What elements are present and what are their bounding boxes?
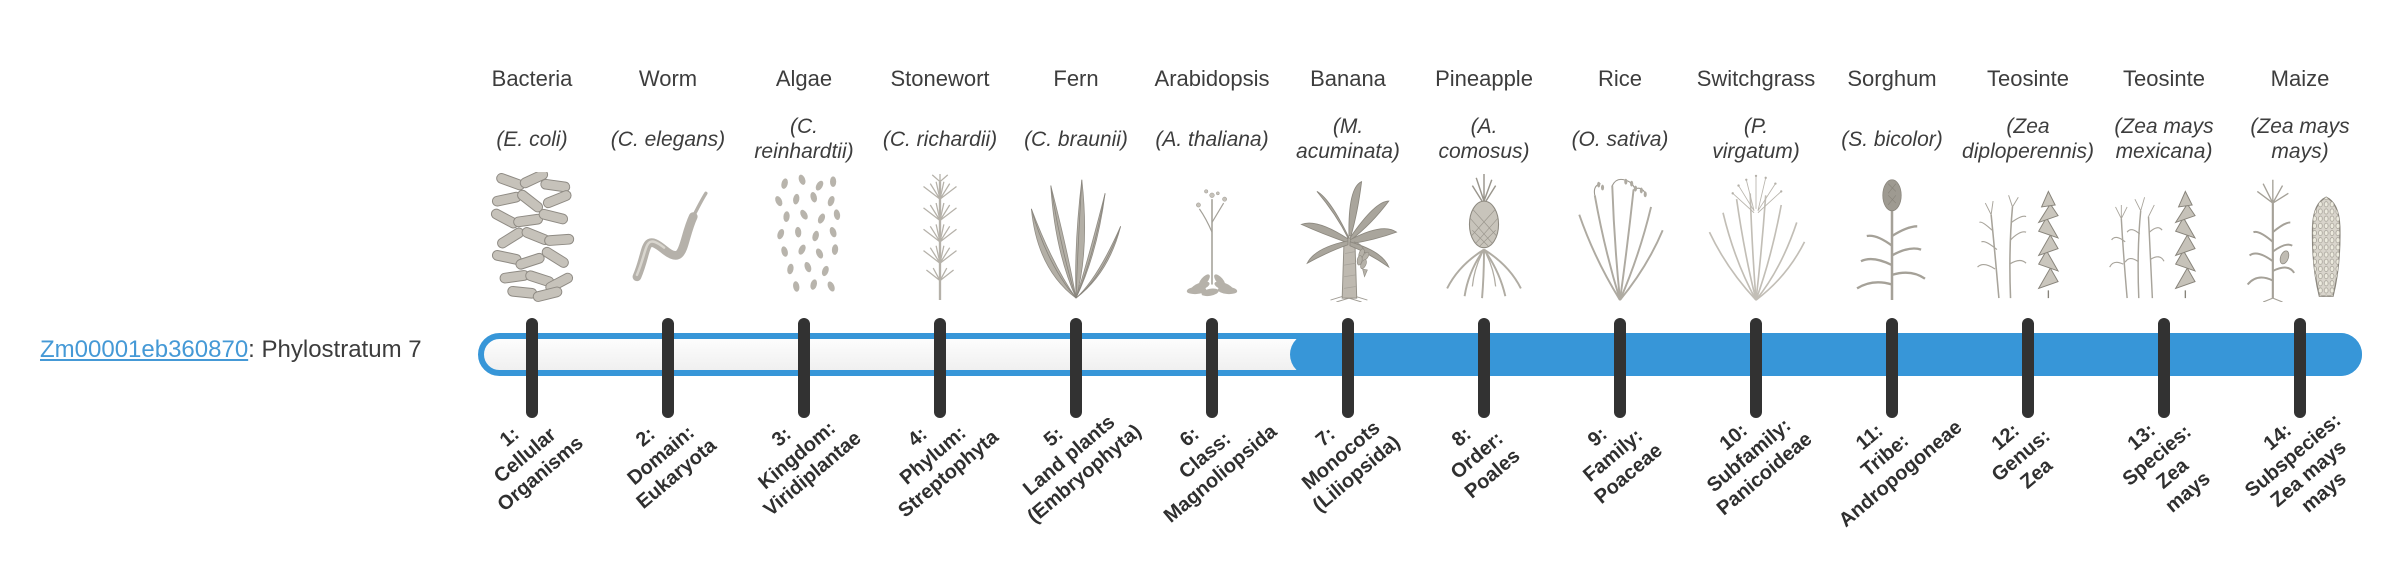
stratum-label: 4: Phylum: Streptophyta: [894, 421, 1003, 523]
timeline-tick: [1478, 318, 1490, 418]
timeline-tick: [798, 318, 810, 418]
organism-scientific-name: (Zea diploperennis): [1962, 115, 2094, 163]
timeline-tick: [1342, 318, 1354, 418]
timeline-tick: [2294, 318, 2306, 418]
organism-scientific-name: (Zea mays mexicana): [2114, 115, 2214, 163]
organism-column-4-stonewort: Stonewort (C. richardii) 4: Phylum: Stre…: [872, 0, 1008, 580]
stratum-label: 10: Subfamily: Panicoideae: [1702, 414, 1817, 520]
organism-name: Teosinte: [2123, 66, 2205, 91]
organism-scientific-name: (C. richardii): [882, 127, 998, 151]
algae-illustration: [773, 173, 841, 293]
organism-name: Switchgrass: [1696, 66, 1816, 91]
timeline-tick: [934, 318, 946, 418]
organism-name: Bacteria: [491, 66, 573, 91]
organism-column-2-worm: Worm (C. elegans) 2: Domain: Eukaryota: [600, 0, 736, 580]
organism-column-11-sorghum: Sorghum (S. bicolor) 11: Tribe: Andropog…: [1824, 0, 1967, 580]
organism-scientific-name: (M. acuminata): [1296, 115, 1400, 163]
timeline-fill: [1290, 333, 2362, 376]
banana-plant-illustration: [1300, 181, 1397, 302]
organism-column-5-fern: Fern (C. braunii) 5: Land plants (Embryo…: [1008, 0, 1146, 580]
organism-scientific-name: (S. bicolor): [1841, 127, 1943, 151]
organism-name: Worm: [638, 66, 698, 91]
organism-name: Pineapple: [1435, 66, 1533, 91]
fern-illustration: [1030, 179, 1122, 299]
maize-illustration: [2246, 178, 2341, 302]
stratum-label: 8: Order: Poales: [1446, 423, 1525, 504]
organism-name: Maize: [2270, 66, 2330, 91]
timeline-tick: [1886, 318, 1898, 418]
sorghum-illustration: [1855, 178, 1927, 302]
organism-name: Banana: [1310, 66, 1386, 91]
teosinte-mexicana-illustration: [2108, 190, 2196, 299]
stratum-label: 1: Cellular Organisms: [489, 423, 588, 516]
timeline-tick: [2158, 318, 2170, 418]
organism-column-12-teosinte: Teosinte (Zea diploperennis) 12: Genus: …: [1960, 0, 2096, 580]
stratum-label: 7: Monocots (Liliopsida): [1297, 416, 1405, 517]
timeline-tick: [526, 318, 538, 418]
organism-column-7-banana: Banana (M. acuminata) 7: Monocots (Lilio…: [1280, 0, 1416, 580]
bacteria-illustration: [489, 172, 575, 302]
stratum-label: 12: Genus: Zea: [1987, 419, 2057, 494]
stratum-label: 9: Family: Poaceae: [1579, 423, 1667, 509]
organism-name: Rice: [1597, 66, 1642, 91]
organism-scientific-name: (P. virgatum): [1712, 115, 1800, 163]
organism-column-10-switchgrass: Switchgrass (P. virgatum) 10: Subfamily:…: [1688, 0, 1824, 580]
organism-column-3-algae: Algae (C. reinhardtii) 3: Kingdom: Virid…: [736, 0, 872, 580]
teosinte-diploperennis-illustration: [1976, 190, 2059, 299]
gene-phylostratum-text: : Phylostratum 7: [248, 336, 422, 363]
pineapple-illustration: [1446, 172, 1522, 300]
organism-scientific-name: (E. coli): [496, 127, 568, 151]
organism-column-6-arabidopsis: Arabidopsis (A. thaliana) 6: Class: Magn…: [1144, 0, 1282, 580]
organism-column-9-rice: Rice (O. sativa) 9: Family: Poaceae: [1552, 0, 1688, 580]
timeline-tick: [662, 318, 674, 418]
rice-illustration: [1578, 177, 1664, 302]
organism-name: Algae: [775, 66, 833, 91]
organism-name: Arabidopsis: [1154, 66, 1270, 91]
stonewort-illustration: [922, 172, 958, 302]
stratum-label: 14: Subspecies: Zea mays mays: [2240, 409, 2351, 518]
organism-scientific-name: (A. thaliana): [1155, 127, 1269, 151]
organism-scientific-name: (C. reinhardtii): [754, 115, 854, 163]
organism-column-8-pineapple: Pineapple (A. comosus) 8: Order: Poales: [1416, 0, 1552, 580]
organism-name: Stonewort: [890, 66, 990, 91]
organism-name: Sorghum: [1847, 66, 1937, 91]
organism-name: Teosinte: [1987, 66, 2069, 91]
switchgrass-illustration: [1708, 173, 1806, 301]
organism-column-1-bacteria: Bacteria (E. coli) 1: Cellular Organisms: [464, 0, 600, 580]
organism-column-14-maize: Maize (Zea mays mays) 14: Subspecies: Ze…: [2232, 0, 2368, 580]
timeline-tick: [1750, 318, 1762, 418]
stratum-label: 2: Domain: Eukaryota: [623, 421, 721, 514]
organism-scientific-name: (A. comosus): [1438, 115, 1530, 163]
gene-label: Zm00001eb360870: Phylostratum 7: [40, 336, 422, 364]
timeline-tick: [1070, 318, 1082, 418]
organism-scientific-name: (Zea mays mays): [2250, 115, 2350, 163]
organism-scientific-name: (C. elegans): [610, 127, 726, 151]
stratum-label: 3: Kingdom: Viridiplantae: [754, 417, 866, 521]
stratum-label: 13: Species: Zea mays: [2118, 419, 2215, 518]
organism-name: Fern: [1053, 66, 1099, 91]
organism-scientific-name: (C. braunii): [1024, 127, 1128, 151]
organism-column-13-teosinte: Teosinte (Zea mays mexicana) 13: Species…: [2096, 0, 2232, 580]
organism-scientific-name: (O. sativa): [1571, 127, 1669, 151]
arabidopsis-illustration: [1185, 188, 1239, 299]
gene-id-link[interactable]: Zm00001eb360870: [40, 336, 249, 363]
timeline-tick: [2022, 318, 2034, 418]
worm-illustration: [608, 172, 728, 302]
timeline-tick: [1614, 318, 1626, 418]
timeline-tick: [1206, 318, 1218, 418]
